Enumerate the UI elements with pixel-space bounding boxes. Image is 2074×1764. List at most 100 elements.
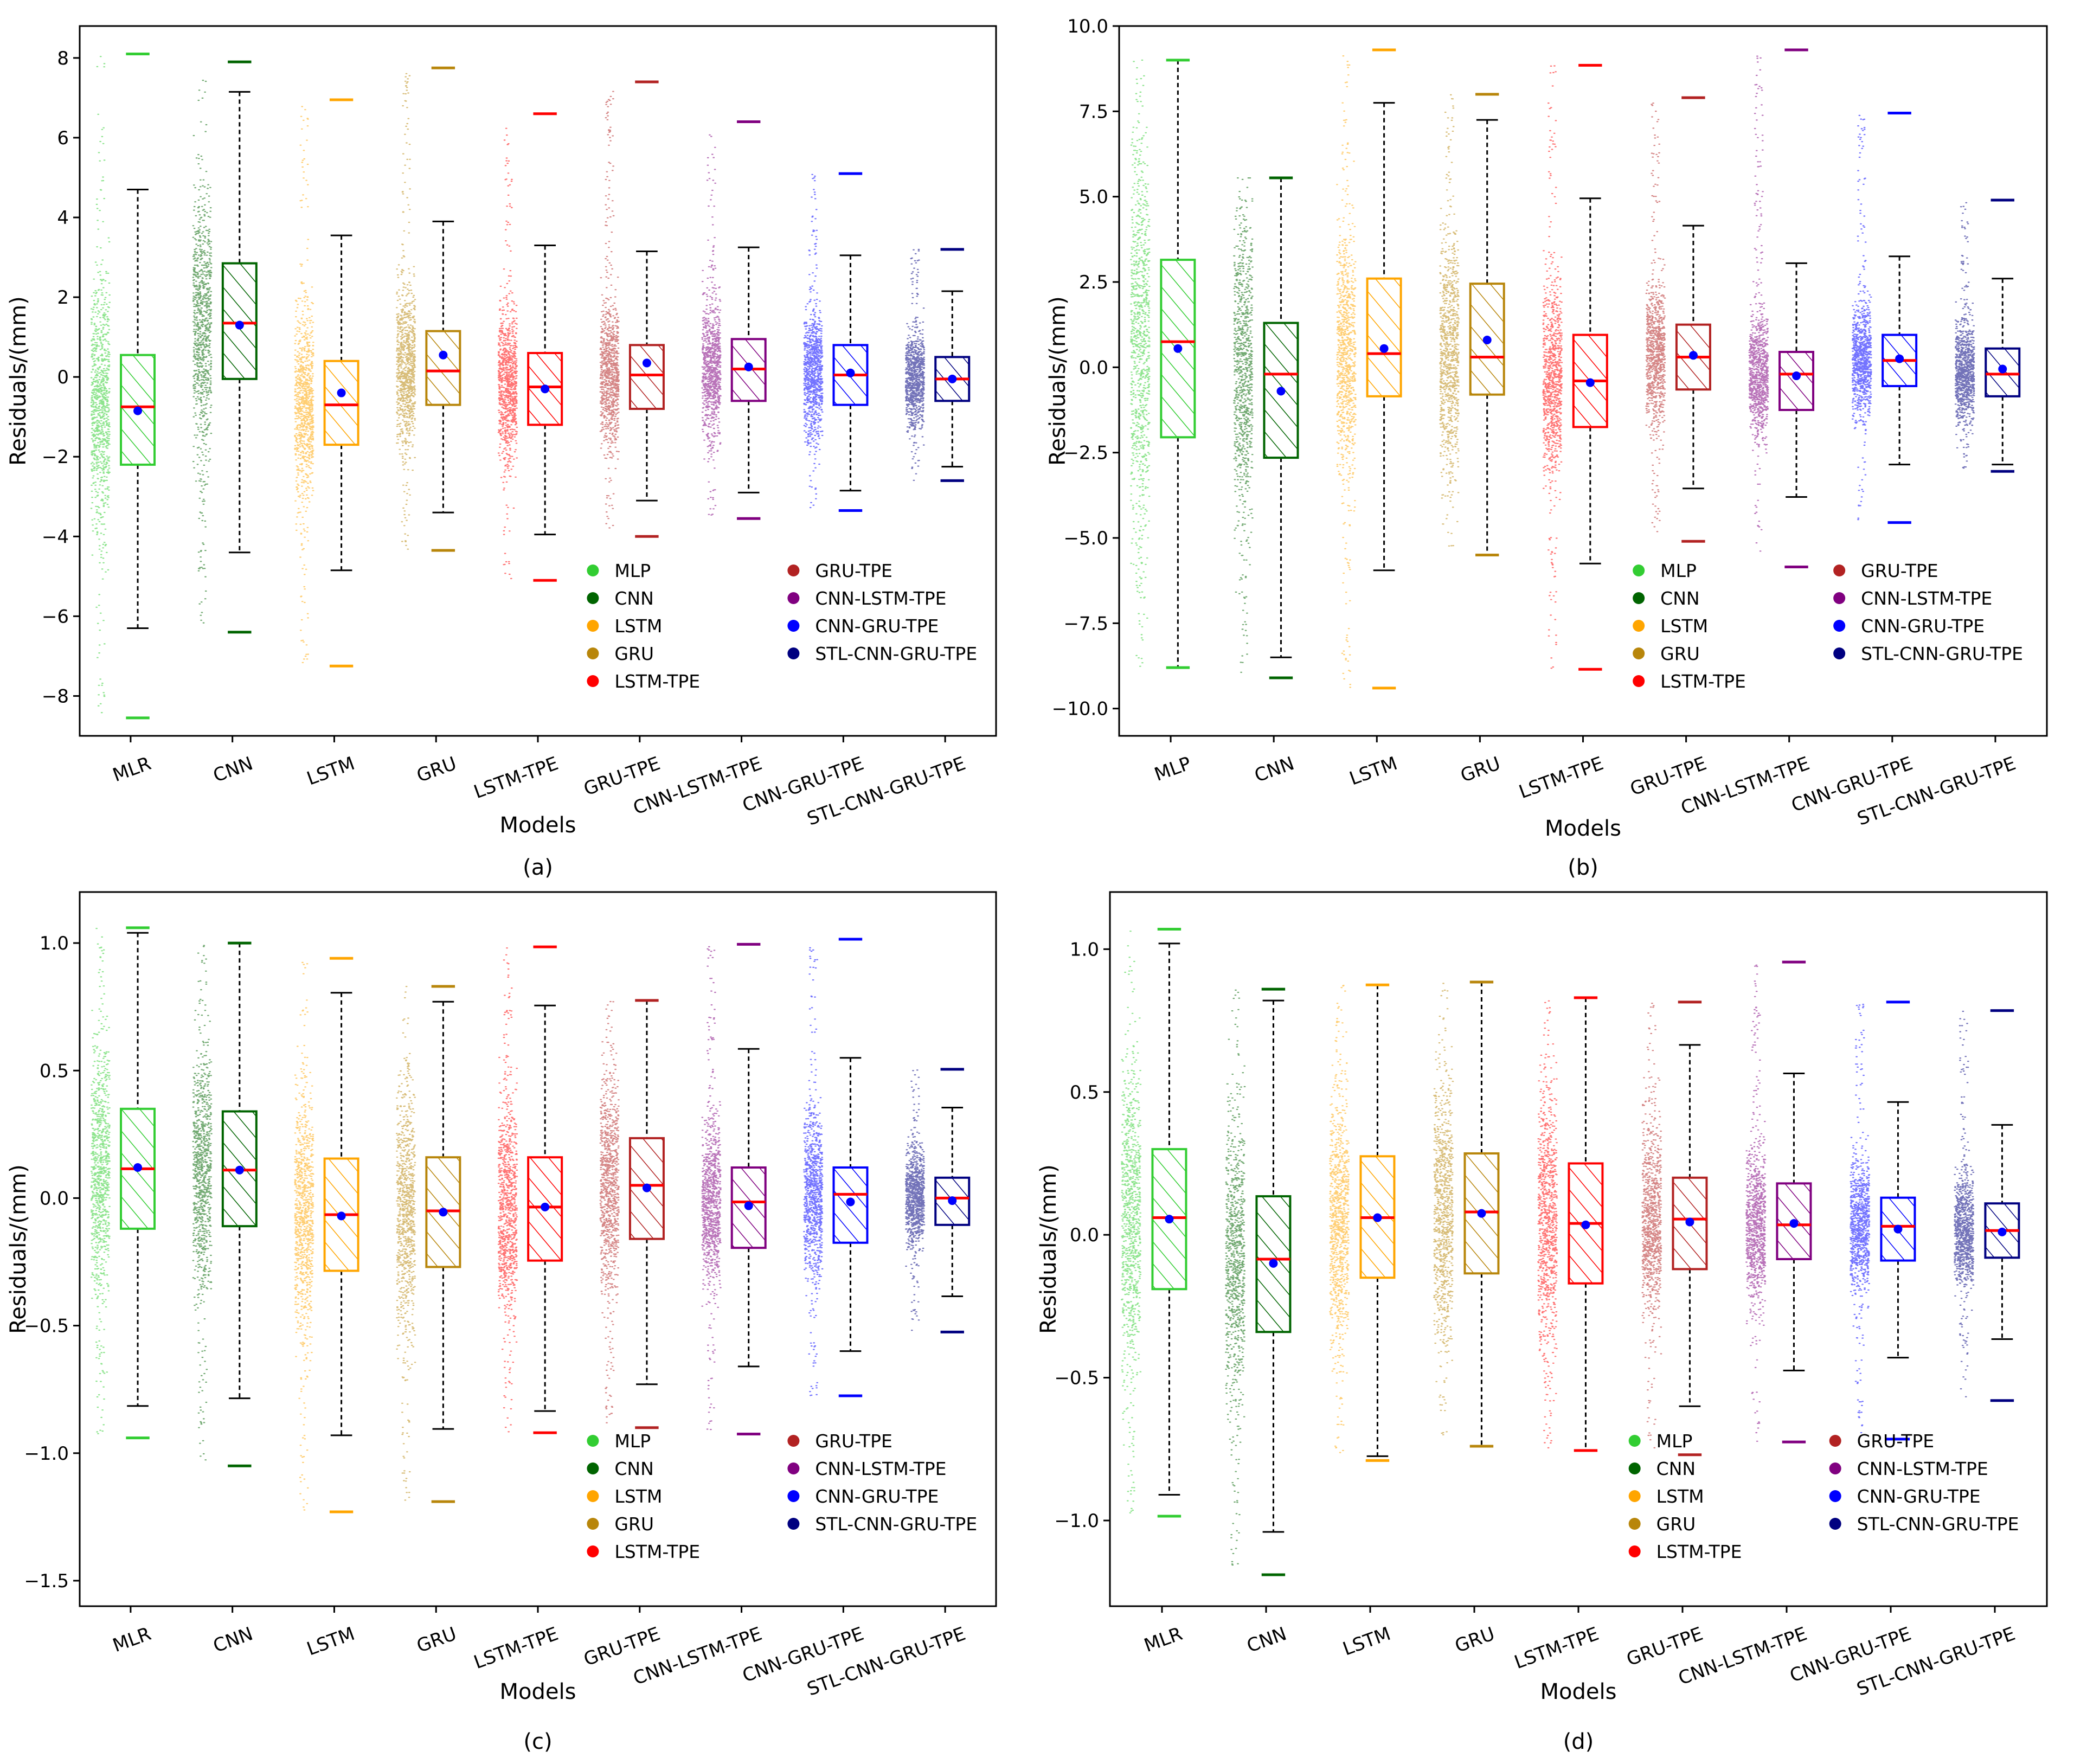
scatter-cnn-gru-tpe [803,174,824,509]
legend: MLP CNN LSTM GRU LSTM-TPE GRU-TPE CNN-LSTM-TPE… [587,1431,977,1562]
legend-label: LSTM-TPE [614,1541,700,1562]
legend-marker [1829,1462,1841,1474]
box-mlr [120,926,156,1440]
box-cnn-lstm-tpe [1776,960,1812,1444]
scatter-cnn-gru-tpe [803,947,824,1396]
y-tick-label: −5.0 [1063,528,1108,549]
legend-marker [1628,1518,1641,1530]
legend-label: GRU [614,643,654,664]
legend-marker [587,620,599,632]
mean-marker [541,1202,550,1211]
legend-marker [787,620,800,632]
box-gru [1469,93,1505,556]
legend-label: LSTM [614,615,662,637]
legend-label: CNN-GRU-TPE [815,615,939,637]
x-axis-label: Models [1545,816,1621,841]
legend-label: LSTM-TPE [614,671,700,692]
legend-marker [1628,1490,1641,1502]
y-axis-label: Residuals/(mm) [1036,1164,1061,1333]
mean-marker [1477,1209,1486,1218]
mean-marker [642,1183,651,1192]
y-tick-label: 7.5 [1079,101,1108,123]
legend-label: STL-CNN-GRU-TPE [1857,1513,2019,1535]
box-lstm-tpe [527,112,563,582]
legend-label: GRU-TPE [815,1431,892,1452]
y-axis-label: Residuals/(mm) [6,296,31,465]
box-cnn-gru-tpe [832,938,869,1397]
legend-marker [1833,592,1846,604]
mean-marker [1173,344,1183,353]
mean-marker [1895,354,1904,363]
x-tick-label: CNN [1244,1623,1289,1657]
box-lstm [323,98,359,668]
legend-label: GRU-TPE [815,560,892,581]
mean-marker [337,388,346,397]
legend: MLP CNN LSTM GRU LSTM-TPE GRU-TPE CNN-LSTM-TPE… [1633,560,2023,692]
scatter-lstm-tpe [497,947,518,1433]
box-gru [1463,980,1500,1448]
y-tick-label: 2 [57,287,69,309]
box-cnn [1263,176,1299,679]
mean-marker [133,1163,143,1172]
legend-label: MLP [614,1431,651,1452]
panel-c: 1.0 0.5 0.0 −0.5 −1.0 −1.5 MLR CNN LSTM GRU LSTM-T… [6,891,997,1754]
mean-marker [1688,351,1698,360]
legend-marker [1633,675,1645,687]
legend-label: STL-CNN-GRU-TPE [1861,643,2023,664]
box-stl-cnn-gru-tpe [934,248,971,482]
box-stl-cnn-gru-tpe [1984,1009,2020,1402]
y-tick-label: −0.5 [24,1316,69,1337]
legend-label: CNN-LSTM-TPE [815,1458,946,1479]
scatter-cnn-lstm-tpe [1748,55,1769,552]
legend-marker [787,1462,800,1474]
mean-marker [948,374,957,383]
legend-marker [1829,1518,1841,1530]
y-tick-label: 10.0 [1067,16,1108,37]
legend-label: CNN-LSTM-TPE [815,588,946,609]
legend: MLP CNN LSTM GRU LSTM-TPE GRU-TPE CNN-LSTM-TPE… [587,560,977,692]
legend-label: CNN [1660,588,1699,609]
box-gru-tpe [1672,1000,1708,1457]
scatter-gru-tpe [1645,102,1666,533]
box-cnn [1255,987,1292,1576]
y-tick-label: 2.5 [1079,272,1108,293]
residual-scatter-group [90,56,926,714]
legend-marker [1633,565,1645,576]
box-stl-cnn-gru-tpe [934,1068,971,1333]
mean-marker [1685,1217,1694,1227]
legend-marker [587,1518,599,1530]
y-tick-label: 1.0 [1070,939,1099,960]
x-tick-label: CNN [210,1623,256,1657]
x-tick-label: GRU [1457,753,1503,787]
box-mlp [1160,59,1196,669]
iqr-box [425,330,461,406]
box-cnn-gru-tpe [1882,111,1918,524]
legend-marker [1628,1545,1641,1557]
panel-caption: (d) [1563,1729,1594,1754]
box-gru [425,66,461,552]
scatter-gru [1439,94,1460,547]
panel-a: 8 6 4 2 0 −2 −4 −6 −8 MLR CNN LSTM GRU LSTM-TPE GRU-TP… [6,25,997,880]
iqr-box [1366,277,1402,397]
scatter-mlr [1121,931,1142,1513]
scatter-lstm-tpe [1542,65,1563,669]
y-tick-label: 0.0 [1079,357,1108,379]
scatter-lstm [294,106,314,663]
box-gru-tpe [1675,96,1711,543]
legend-label: LSTM [1656,1486,1704,1507]
mean-marker [744,1201,753,1210]
x-tick-label: LSTM [1340,1623,1394,1660]
mean-marker [1379,344,1389,353]
scatter-stl-cnn-gru-tpe [1954,1010,1975,1397]
scatter-cnn [192,945,213,1461]
legend-marker [1633,592,1645,604]
panel-d: 1.0 0.5 0.0 −0.5 −1.0 MLR CNN LSTM GRU LSTM-TPE GR… [1036,891,2048,1754]
legend-label: CNN-GRU-TPE [1861,615,1985,637]
y-tick-label: −0.5 [1054,1368,1099,1389]
scatter-gru-tpe [599,1000,620,1423]
scatter-cnn-lstm-tpe [701,134,722,516]
legend-marker [1833,647,1846,659]
legend-label: CNN-LSTM-TPE [1857,1458,1988,1479]
legend-marker [787,1490,800,1502]
